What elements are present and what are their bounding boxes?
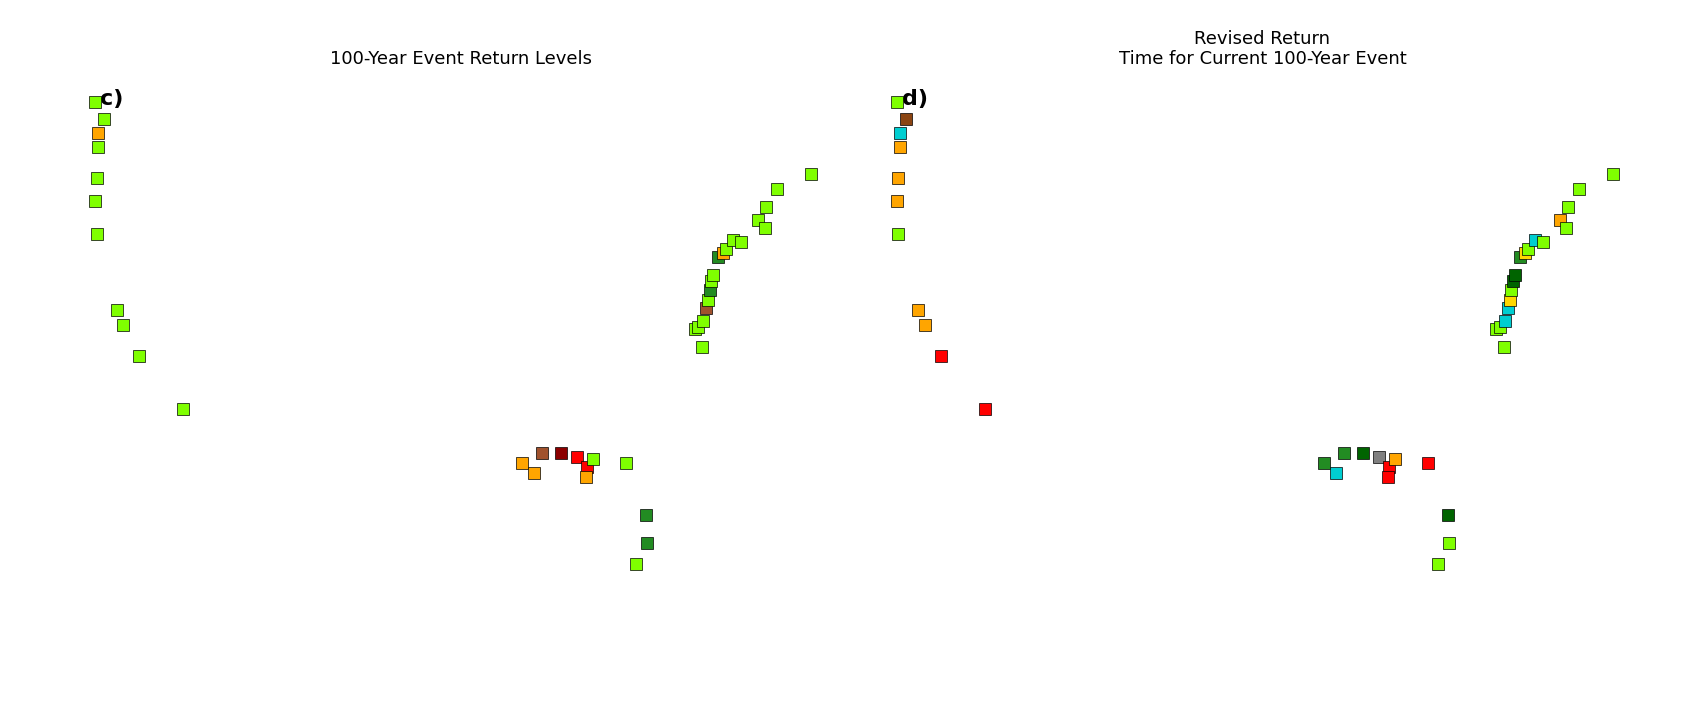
Title: Revised Return
Time for Current 100-Year Event: Revised Return Time for Current 100-Year… <box>1118 30 1405 68</box>
Title: 100-Year Event Return Levels: 100-Year Event Return Levels <box>329 50 592 68</box>
Text: d): d) <box>902 89 928 108</box>
Text: c): c) <box>101 89 124 108</box>
